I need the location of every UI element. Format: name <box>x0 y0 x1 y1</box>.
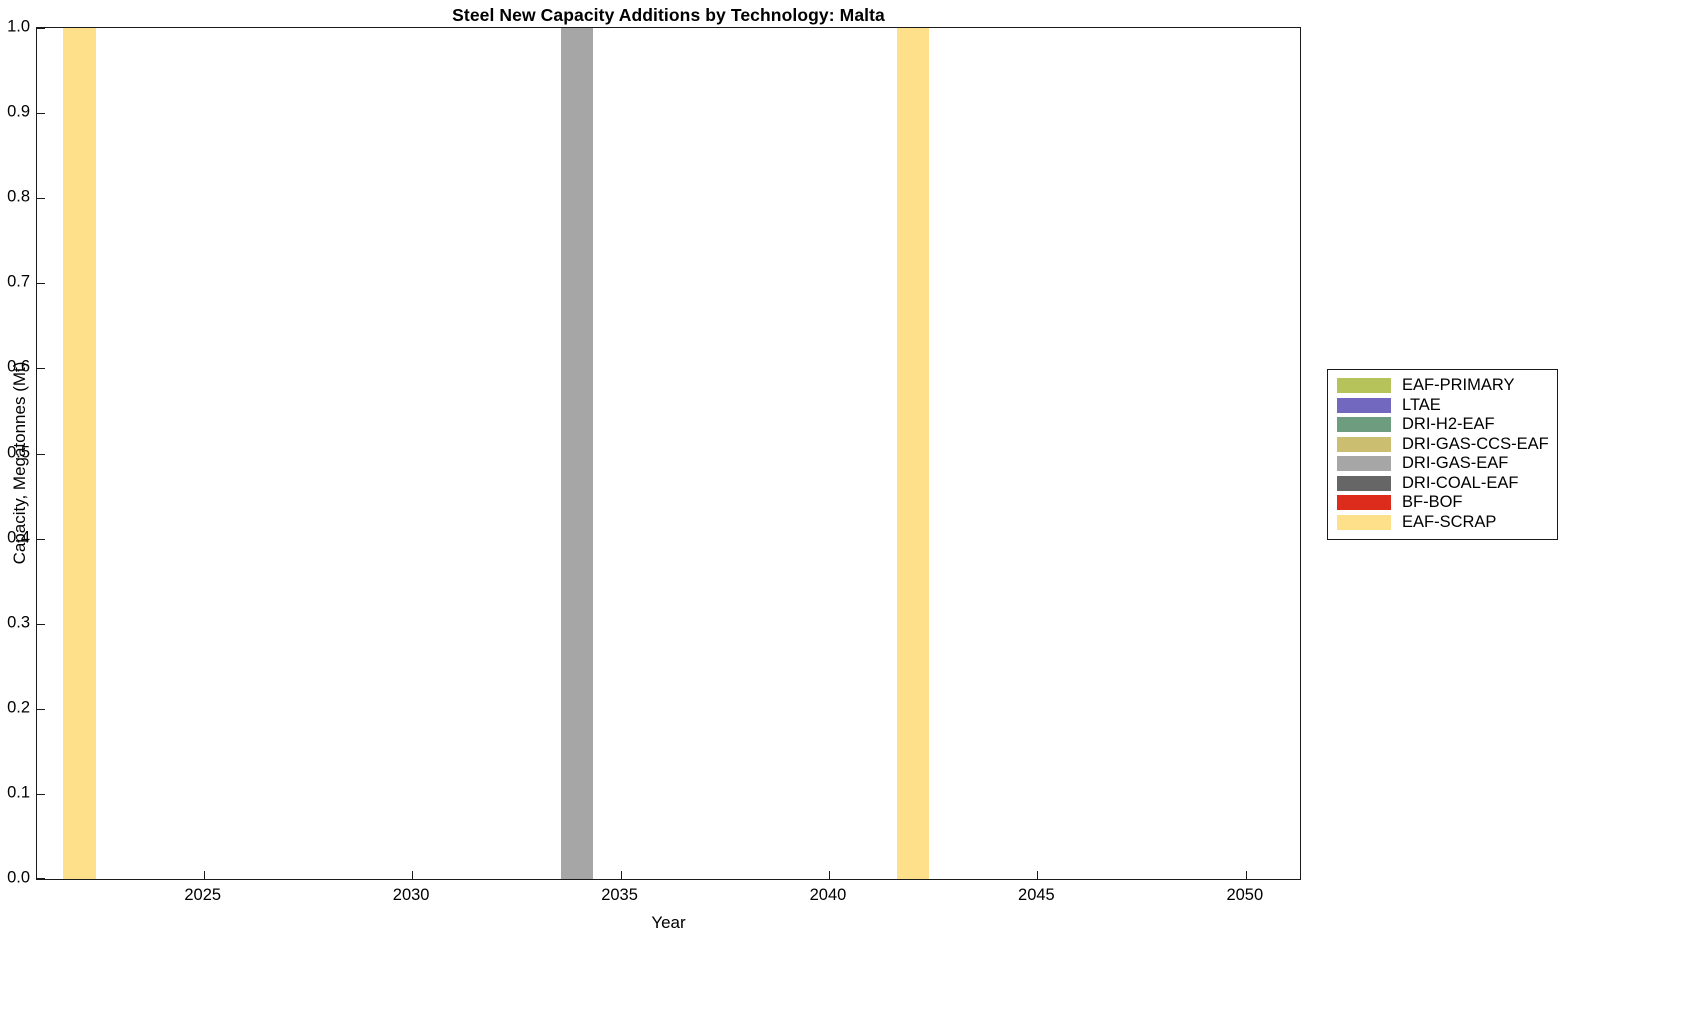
x-tick-label: 2040 <box>809 886 847 904</box>
x-tick-label: 2035 <box>601 886 638 904</box>
legend-item[interactable]: DRI-COAL-EAF <box>1337 474 1549 494</box>
legend-swatch-icon <box>1337 378 1391 394</box>
x-axis-tick-labels: 2025 2030 2035 2040 2045 2050 <box>36 886 1301 910</box>
legend-swatch-icon <box>1337 475 1391 491</box>
x-tick-mark <box>620 871 622 879</box>
legend-item[interactable]: LTAE <box>1337 396 1549 416</box>
y-tick-label: 0.1 <box>7 783 30 802</box>
y-tick-label: 0.6 <box>7 357 30 376</box>
y-tick-mark <box>37 28 45 29</box>
x-tick-mark <box>1245 871 1247 879</box>
legend-item[interactable]: BF-BOF <box>1337 493 1549 513</box>
bar <box>63 28 96 879</box>
plot-area <box>36 27 1301 880</box>
legend-swatch-icon <box>1337 436 1391 452</box>
y-tick-mark <box>37 708 45 710</box>
legend-item[interactable]: DRI-GAS-CCS-EAF <box>1337 435 1549 455</box>
y-tick-label: 0.0 <box>7 868 30 887</box>
legend-swatch-icon <box>1337 397 1391 413</box>
y-tick-label: 0.7 <box>7 272 30 291</box>
x-axis-title: Year <box>651 913 686 932</box>
y-tick-label: 1.0 <box>7 17 30 36</box>
bar <box>896 28 930 879</box>
legend-label: EAF-PRIMARY <box>1402 376 1515 394</box>
y-tick-label: 0.5 <box>7 443 30 461</box>
x-tick-mark <box>828 871 830 879</box>
legend-label: DRI-H2-EAF <box>1402 415 1495 433</box>
legend-label: DRI-GAS-EAF <box>1402 454 1509 472</box>
y-tick-label: 0.8 <box>7 187 30 206</box>
y-axis-title: Capacity, Megatonnes (Mt) <box>10 361 29 565</box>
y-tick-mark <box>37 283 45 285</box>
y-tick-mark <box>37 113 45 115</box>
y-tick-mark <box>37 793 45 795</box>
chart-legend: EAF-PRIMARY LTAE DRI-H2-EAF DRI-GAS-CCS-EAF… <box>1327 369 1558 540</box>
y-tick-label: 0.9 <box>7 102 30 121</box>
chart-title: Steel New Capacity Additions by Technolo… <box>452 5 885 25</box>
legend-label: BF-BOF <box>1402 493 1463 511</box>
y-tick-mark <box>37 623 45 625</box>
legend-label: LTAE <box>1402 395 1441 414</box>
legend-swatch-icon <box>1337 456 1391 472</box>
legend-item[interactable]: EAF-PRIMARY <box>1337 376 1549 396</box>
legend-item[interactable]: DRI-H2-EAF <box>1337 415 1549 435</box>
legend-label: EAF-SCRAP <box>1402 512 1497 531</box>
x-tick-label: 2045 <box>1018 886 1055 904</box>
legend-swatch-icon <box>1337 495 1391 511</box>
y-tick-mark <box>37 538 45 540</box>
y-tick-label: 0.3 <box>7 613 30 632</box>
legend-label: DRI-GAS-CCS-EAF <box>1402 434 1549 453</box>
legend-label: DRI-COAL-EAF <box>1402 473 1519 492</box>
x-tick-mark <box>412 871 414 879</box>
x-tick-label: 2030 <box>392 886 430 904</box>
x-tick-mark <box>203 871 205 879</box>
y-tick-mark <box>37 368 45 370</box>
y-tick-mark <box>37 198 45 200</box>
x-tick-label: 2050 <box>1226 886 1264 904</box>
legend-swatch-icon <box>1337 417 1391 433</box>
y-tick-label: 0.2 <box>7 698 30 717</box>
bar <box>560 28 594 879</box>
legend-swatch-icon <box>1337 514 1391 530</box>
x-tick-label: 2025 <box>184 886 222 904</box>
y-axis-tick-labels: 0.0 0.1 0.2 0.3 0.4 0.5 0.6 0.7 0.8 0.9 1.0 <box>0 18 30 887</box>
y-tick-mark <box>37 878 45 879</box>
x-tick-mark <box>1037 871 1039 879</box>
y-tick-label: 0.4 <box>7 528 30 547</box>
legend-item[interactable]: DRI-GAS-EAF <box>1337 454 1549 474</box>
y-tick-mark <box>37 453 45 455</box>
legend-item[interactable]: EAF-SCRAP <box>1337 513 1549 533</box>
